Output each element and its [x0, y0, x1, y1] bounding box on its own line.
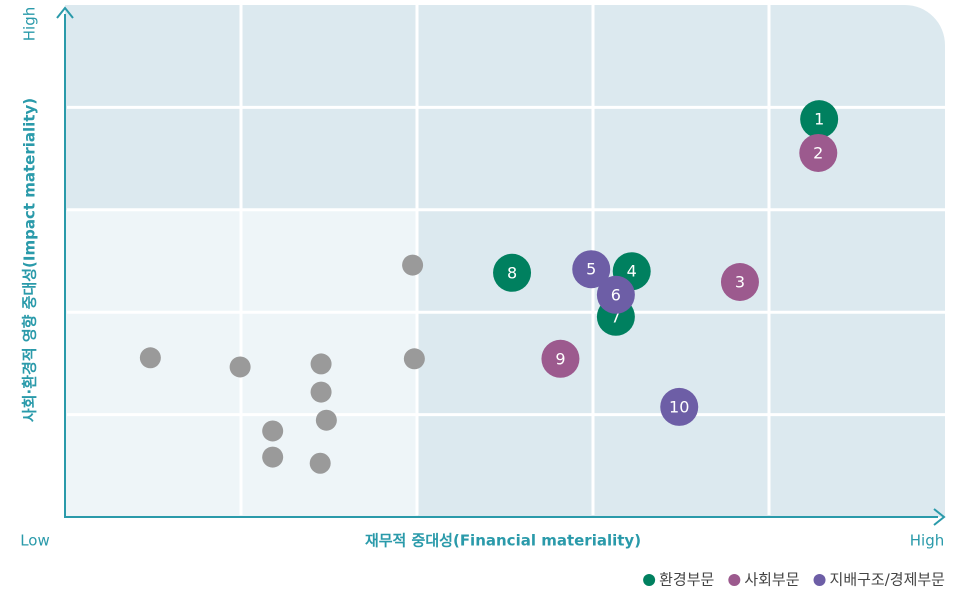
x-arrow [933, 508, 946, 526]
legend-marker [813, 574, 826, 586]
point [572, 250, 611, 289]
legend-marker [728, 574, 741, 586]
point-label: 3 [735, 272, 745, 291]
point-label: 5 [586, 260, 596, 279]
point [310, 381, 332, 403]
legend-marker [643, 574, 656, 586]
point [309, 452, 331, 474]
point [139, 347, 161, 369]
point [541, 339, 580, 378]
point-label: 10 [669, 397, 689, 416]
point [315, 409, 337, 431]
y-high: High [21, 7, 39, 41]
point [310, 353, 332, 375]
x-high: High [910, 532, 944, 550]
y-axis-title: 사회·환경적 영향 중대성(Impact materiality) [21, 98, 39, 422]
point [799, 133, 838, 172]
point [596, 275, 635, 314]
point-label: 6 [611, 285, 621, 304]
point [493, 253, 532, 292]
legend-label: 환경부문 [659, 571, 714, 589]
point-label: 7 [611, 307, 621, 326]
point-label: 9 [555, 349, 565, 368]
legend-label: 지배구조/경제부문 [830, 571, 946, 589]
point [262, 420, 284, 442]
point [800, 100, 839, 139]
point [660, 387, 699, 426]
point [720, 262, 759, 301]
point [402, 254, 424, 276]
point-label: 8 [507, 263, 517, 282]
point [229, 356, 251, 378]
y-arrow [56, 6, 74, 19]
point [403, 348, 425, 370]
legend-label: 사회부문 [744, 571, 799, 589]
point-label: 4 [627, 262, 637, 281]
point-label: 1 [814, 110, 824, 129]
x-low: Low [20, 532, 50, 550]
point [262, 446, 284, 468]
point-label: 2 [813, 143, 823, 162]
axes [64, 14, 938, 518]
x-axis-title: 재무적 중대성(Financial materiality) [365, 532, 641, 550]
